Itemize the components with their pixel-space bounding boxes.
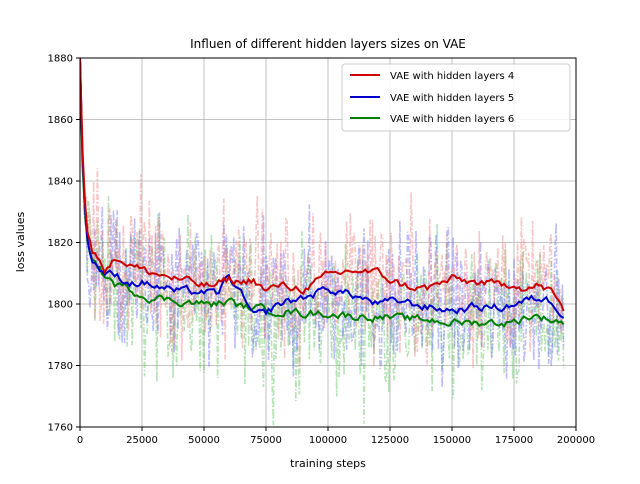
y-tick-label: 1800 (48, 300, 73, 311)
y-tick-label: 1860 (48, 115, 73, 126)
raw-trace-series-2 (80, 58, 565, 388)
x-tick-label: 150000 (433, 435, 471, 446)
legend-box (341, 63, 571, 132)
y-tick-label: 1780 (48, 361, 73, 372)
x-tick-label: 0 (77, 435, 83, 446)
raw-trace-series-3 (80, 58, 565, 426)
y-tick-label: 1760 (48, 423, 73, 434)
raw-trace-series-1 (80, 58, 565, 369)
x-tick-label: 125000 (371, 435, 409, 446)
axis-ticks: 0 25000 50000 75000 100000 125000 150000 175000… (48, 54, 596, 447)
x-tick-label: 175000 (495, 435, 533, 446)
series-line-3 (80, 58, 565, 328)
y-tick-label: 1820 (48, 238, 73, 249)
x-tick-label: 25000 (126, 435, 158, 446)
series-line-1 (80, 58, 565, 312)
legend-label-series-2: VAE with hidden layers 5 (390, 93, 514, 104)
y-tick-label: 1880 (48, 54, 73, 65)
smoothed-series-lines (80, 58, 565, 328)
legend: VAE with hidden layers 4 VAE with hidden… (341, 63, 571, 132)
y-axis-label: loss values (14, 211, 27, 272)
series-line-2 (80, 58, 565, 319)
legend-label-series-3: VAE with hidden layers 6 (390, 114, 514, 125)
legend-label-series-1: VAE with hidden layers 4 (390, 71, 514, 82)
x-tick-label: 75000 (250, 435, 282, 446)
x-tick-label: 200000 (557, 435, 595, 446)
x-tick-label: 50000 (188, 435, 220, 446)
chart-title: Influen of different hidden layers sizes… (190, 37, 466, 51)
y-tick-label: 1840 (48, 177, 73, 188)
x-axis-label: training steps (290, 457, 366, 470)
raw-data-traces (80, 58, 565, 426)
x-tick-label: 100000 (309, 435, 347, 446)
